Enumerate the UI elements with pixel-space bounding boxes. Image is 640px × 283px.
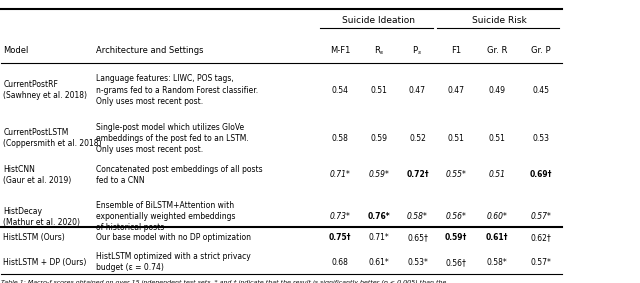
Text: 0.61†: 0.61† — [486, 233, 508, 242]
Text: 0.76*: 0.76* — [368, 212, 390, 221]
Text: 0.65†: 0.65† — [407, 233, 428, 242]
Text: Gr. P: Gr. P — [531, 46, 550, 55]
Text: 0.61*: 0.61* — [369, 258, 390, 267]
Text: Suicide Risk: Suicide Risk — [472, 16, 527, 25]
Text: 0.51: 0.51 — [447, 134, 464, 143]
Text: 0.45: 0.45 — [532, 85, 549, 95]
Text: 0.49: 0.49 — [489, 85, 506, 95]
Text: P$_s$: P$_s$ — [412, 44, 422, 57]
Text: R$_s$: R$_s$ — [374, 44, 385, 57]
Text: 0.71*: 0.71* — [369, 233, 390, 242]
Text: 0.69†: 0.69† — [529, 170, 552, 179]
Text: 0.72†: 0.72† — [406, 170, 429, 179]
Text: HistLSTM (Ours): HistLSTM (Ours) — [3, 233, 65, 242]
Text: 0.58*: 0.58* — [487, 258, 508, 267]
Text: HistDecay
(Mathur et al. 2020): HistDecay (Mathur et al. 2020) — [3, 207, 80, 227]
Text: 0.53: 0.53 — [532, 134, 549, 143]
Text: 0.59†: 0.59† — [445, 233, 467, 242]
Text: Ensemble of BiLSTM+Attention with
exponentially weighted embeddings
of historica: Ensemble of BiLSTM+Attention with expone… — [96, 201, 235, 232]
Text: CurrentPostLSTM
(Coppersmith et al. 2018): CurrentPostLSTM (Coppersmith et al. 2018… — [3, 128, 102, 148]
Text: 0.59: 0.59 — [371, 134, 388, 143]
Text: 0.71*: 0.71* — [330, 170, 351, 179]
Text: 0.54: 0.54 — [332, 85, 349, 95]
Text: 0.57*: 0.57* — [531, 212, 551, 221]
Text: 0.73*: 0.73* — [330, 212, 351, 221]
Text: 0.51: 0.51 — [371, 85, 388, 95]
Text: 0.68: 0.68 — [332, 258, 349, 267]
Text: CurrentPostRF
(Sawhney et al. 2018): CurrentPostRF (Sawhney et al. 2018) — [3, 80, 87, 100]
Text: F1: F1 — [451, 46, 461, 55]
Text: Concatenated post embeddings of all posts
fed to a CNN: Concatenated post embeddings of all post… — [96, 165, 262, 185]
Text: Gr. R: Gr. R — [487, 46, 508, 55]
Text: 0.51: 0.51 — [489, 170, 506, 179]
Text: 0.55*: 0.55* — [445, 170, 466, 179]
Text: 0.57*: 0.57* — [531, 258, 551, 267]
Text: 0.56*: 0.56* — [445, 212, 466, 221]
Text: 0.53*: 0.53* — [407, 258, 428, 267]
Text: 0.59*: 0.59* — [369, 170, 390, 179]
Text: 0.47: 0.47 — [409, 85, 426, 95]
Text: 0.58: 0.58 — [332, 134, 349, 143]
Text: HistLSTM + DP (Ours): HistLSTM + DP (Ours) — [3, 258, 86, 267]
Text: 0.52: 0.52 — [409, 134, 426, 143]
Text: HistCNN
(Gaur et al. 2019): HistCNN (Gaur et al. 2019) — [3, 165, 72, 185]
Text: HistLSTM optimized with a strict privacy
budget (ε = 0.74): HistLSTM optimized with a strict privacy… — [96, 252, 250, 273]
Text: Language features: LIWC, POS tags,
n-grams fed to a Random Forest classifier.
On: Language features: LIWC, POS tags, n-gra… — [96, 74, 258, 106]
Text: 0.75†: 0.75† — [329, 233, 351, 242]
Text: Model: Model — [3, 46, 29, 55]
Text: Table 1: Macro-f scores obtained on over 15 independent test sets. * and † indic: Table 1: Macro-f scores obtained on over… — [1, 280, 447, 283]
Text: Our base model with no DP optimization: Our base model with no DP optimization — [96, 233, 251, 242]
Text: Architecture and Settings: Architecture and Settings — [96, 46, 203, 55]
Text: 0.47: 0.47 — [447, 85, 464, 95]
Text: Suicide Ideation: Suicide Ideation — [342, 16, 415, 25]
Text: 0.58*: 0.58* — [407, 212, 428, 221]
Text: 0.62†: 0.62† — [531, 233, 551, 242]
Text: 0.56†: 0.56† — [445, 258, 466, 267]
Text: 0.51: 0.51 — [489, 134, 506, 143]
Text: 0.60*: 0.60* — [486, 212, 508, 221]
Text: M-F1: M-F1 — [330, 46, 350, 55]
Text: Single-post model which utilizes GloVe
embeddings of the post fed to an LSTM.
On: Single-post model which utilizes GloVe e… — [96, 123, 248, 154]
